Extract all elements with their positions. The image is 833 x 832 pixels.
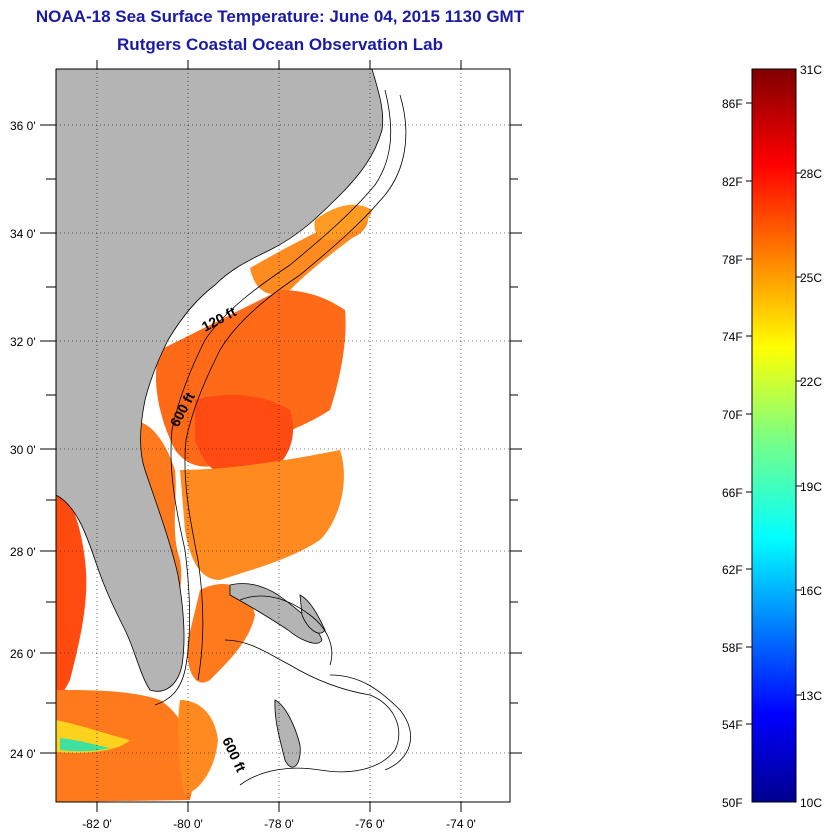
map-subtitle: Rutgers Coastal Ocean Observation Lab [117, 35, 443, 54]
colorbar-f-label: 66F [722, 486, 743, 500]
colorbar [751, 68, 797, 803]
lat-label: 24 0' [10, 747, 36, 761]
colorbar-f-label: 58F [722, 641, 743, 655]
lat-label: 34 0' [10, 227, 36, 241]
colorbar-c-label: 16C [800, 584, 822, 598]
colorbar-c-label: 31C [800, 63, 822, 77]
map-frame [55, 68, 511, 803]
colorbar-f-label: 70F [722, 408, 743, 422]
lon-label: -74 0' [446, 817, 476, 831]
land-mass [56, 69, 384, 692]
colorbar-c-label: 10C [800, 796, 822, 810]
colorbar-f-label: 82F [722, 175, 743, 189]
bathymetry-contours [154, 89, 411, 786]
colorbar-ticks [746, 102, 802, 725]
map-content: 120 ft 600 ft 600 ft [56, 69, 510, 802]
lat-label: 36 0' [10, 119, 36, 133]
colorbar-c-label: 22C [800, 375, 822, 389]
colorbar-c-label: 13C [800, 689, 822, 703]
bahamas-island [274, 699, 301, 768]
bahamas-island [299, 594, 326, 634]
lat-label: 30 0' [10, 443, 36, 457]
colorbar-f-label: 78F [722, 253, 743, 267]
lat-label: 28 0' [10, 545, 36, 559]
colorbar-c-label: 19C [800, 480, 822, 494]
colorbar-f-label: 50F [722, 796, 743, 810]
colorbar-f-label: 86F [722, 97, 743, 111]
map-title: NOAA-18 Sea Surface Temperature: June 04… [35, 7, 525, 26]
lon-label: -82 0' [82, 817, 112, 831]
colorbar-f-label: 74F [722, 330, 743, 344]
lon-label: -78 0' [264, 817, 294, 831]
lat-label: 26 0' [10, 647, 36, 661]
colorbar-c-label: 28C [800, 167, 822, 181]
frame-ticks [40, 60, 522, 812]
colorbar-f-label: 62F [722, 563, 743, 577]
lat-label: 32 0' [10, 335, 36, 349]
bahamas-island [229, 583, 323, 644]
lon-label: -76 0' [355, 817, 385, 831]
colorbar-c-label: 25C [800, 271, 822, 285]
colorbar-f-label: 54F [722, 718, 743, 732]
lon-label: -80 0' [173, 817, 203, 831]
